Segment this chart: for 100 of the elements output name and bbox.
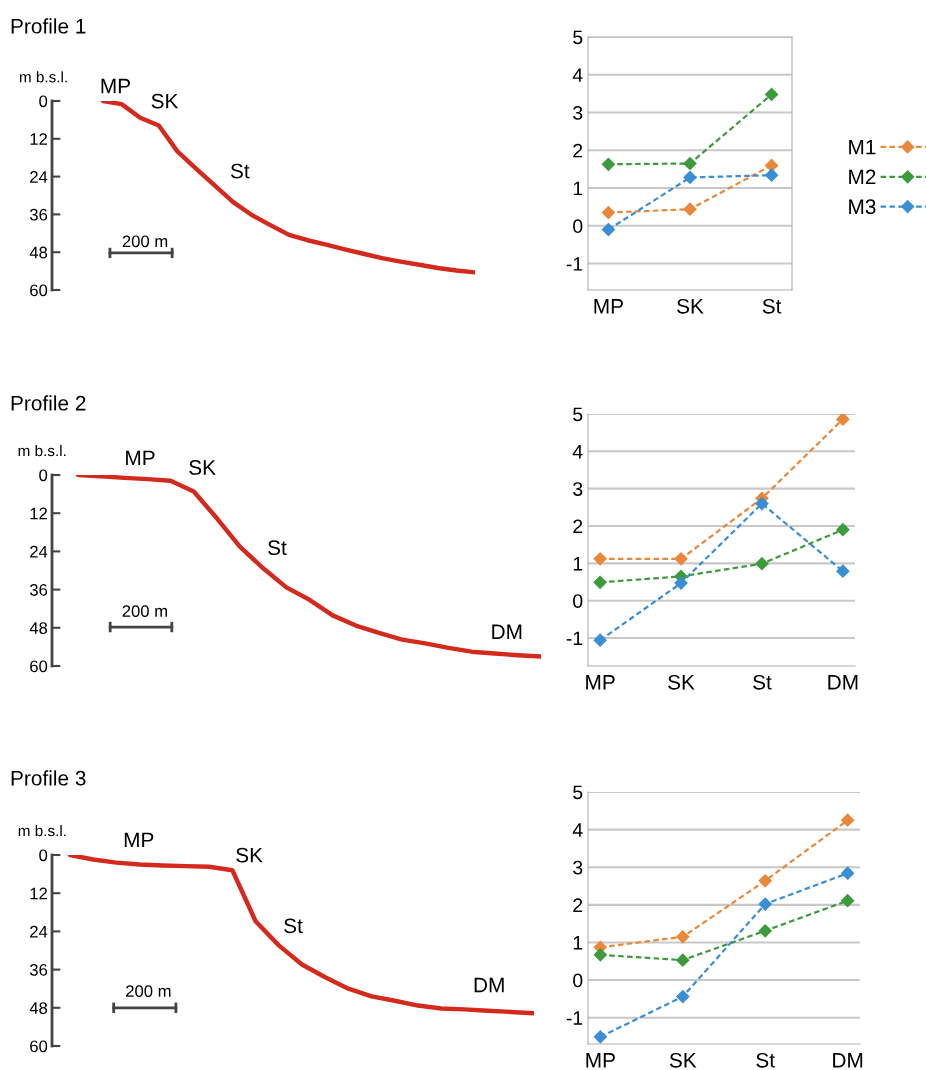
- annotation: St: [284, 918, 303, 934]
- y-axis-title: m b.s.l.: [18, 824, 66, 837]
- point: [593, 948, 607, 962]
- y-tick-label: -1: [566, 1011, 583, 1025]
- point: [836, 414, 850, 426]
- legend-label: M3: [849, 199, 876, 215]
- x-tick-label: SK: [668, 674, 695, 690]
- point: [683, 170, 697, 185]
- point: [836, 564, 850, 578]
- y-tick-label: 48: [29, 246, 48, 259]
- point: [593, 1030, 607, 1044]
- point: [683, 156, 697, 171]
- chart-title: Profile 1: [11, 18, 86, 34]
- point: [841, 866, 855, 880]
- point: [601, 157, 615, 171]
- x-tick-label: DM: [833, 1053, 863, 1068]
- y-tick-label: 1: [573, 557, 583, 571]
- legend-label: M2: [849, 169, 876, 185]
- point: [601, 222, 615, 237]
- y-tick-label: 5: [573, 785, 583, 800]
- annotation: DM: [474, 977, 504, 993]
- x-tick-label: SK: [669, 1052, 697, 1068]
- point: [765, 87, 779, 101]
- y-tick-label: 12: [30, 507, 47, 520]
- annotation: 200 m: [126, 985, 171, 997]
- y-tick-label: 0: [39, 469, 48, 482]
- y-axis-title: m b.s.l.: [18, 444, 66, 457]
- y-tick-label: 48: [29, 622, 48, 634]
- point: [758, 897, 772, 911]
- x-tick-label: MP: [586, 675, 615, 690]
- text: SK: [189, 460, 216, 475]
- point: [765, 168, 779, 182]
- point: [593, 552, 607, 566]
- point: [836, 523, 850, 537]
- point: [676, 953, 690, 967]
- y-tick-label: 60: [30, 284, 48, 297]
- point: [755, 557, 769, 571]
- point: [841, 894, 855, 908]
- y-tick-label: 48: [29, 1002, 48, 1014]
- x-tick-label: MP: [586, 1053, 615, 1068]
- y-tick-label: 3: [573, 105, 583, 120]
- y-tick-label: 4: [572, 68, 583, 82]
- point: [841, 813, 855, 827]
- y-tick-label: 5: [573, 407, 583, 422]
- x-tick-label: SK: [677, 298, 704, 314]
- y-axis-title: m b.s.l.: [19, 71, 67, 83]
- point: [676, 990, 690, 1004]
- text: MP: [124, 832, 154, 848]
- point: [593, 633, 607, 647]
- y-tick-label: 0: [573, 219, 583, 234]
- y-tick-label: 1: [573, 936, 583, 950]
- y-tick-label: 36: [29, 584, 48, 596]
- y-tick-label: 2: [573, 898, 583, 912]
- x-tick-label: St: [753, 674, 772, 690]
- annotation: St: [230, 163, 250, 179]
- y-tick-label: 12: [30, 887, 47, 900]
- text: MP: [101, 78, 130, 94]
- y-tick-label: 60: [30, 1040, 48, 1053]
- annotation: 200 m: [122, 605, 167, 617]
- annotation: St: [268, 540, 287, 556]
- y-tick-label: 36: [29, 208, 48, 221]
- y-tick-label: 5: [573, 30, 583, 45]
- annotation: 200 m: [122, 235, 168, 248]
- y-tick-label: 0: [573, 973, 583, 988]
- legend-label: M1: [849, 139, 876, 155]
- y-tick-label: 4: [572, 823, 583, 837]
- y-tick-label: -1: [566, 257, 583, 271]
- x-tick-label: MP: [594, 299, 623, 314]
- annotation: SK: [151, 93, 179, 109]
- point: [674, 576, 688, 590]
- point: [758, 874, 772, 888]
- annotation: DM: [492, 624, 522, 639]
- chart-title: Profile 3: [11, 770, 86, 786]
- y-tick-label: 2: [573, 519, 583, 534]
- y-tick-label: 60: [30, 660, 48, 673]
- y-tick-label: 36: [29, 964, 48, 976]
- line-series: [75, 475, 541, 659]
- point: [683, 202, 697, 216]
- y-tick-label: 24: [30, 171, 48, 183]
- y-tick-label: 12: [30, 133, 47, 145]
- x-tick-label: St: [756, 1052, 775, 1068]
- point: [758, 924, 772, 938]
- annotation: SK: [236, 847, 263, 863]
- x-tick-label: DM: [828, 675, 858, 690]
- y-tick-label: 2: [573, 143, 583, 158]
- y-tick-label: 3: [573, 482, 583, 496]
- point: [755, 497, 769, 511]
- y-tick-label: 0: [39, 849, 48, 862]
- y-tick-label: 3: [573, 860, 583, 875]
- text: MP: [126, 450, 155, 466]
- y-tick-label: 4: [572, 445, 583, 459]
- point: [601, 206, 615, 220]
- y-tick-label: 24: [30, 545, 48, 558]
- y-tick-label: -1: [566, 631, 583, 646]
- point: [593, 575, 607, 589]
- point: [676, 930, 690, 944]
- x-tick-label: St: [762, 298, 782, 314]
- y-tick-label: 1: [573, 181, 583, 196]
- point: [674, 552, 688, 566]
- chart-title: Profile 2: [11, 395, 86, 411]
